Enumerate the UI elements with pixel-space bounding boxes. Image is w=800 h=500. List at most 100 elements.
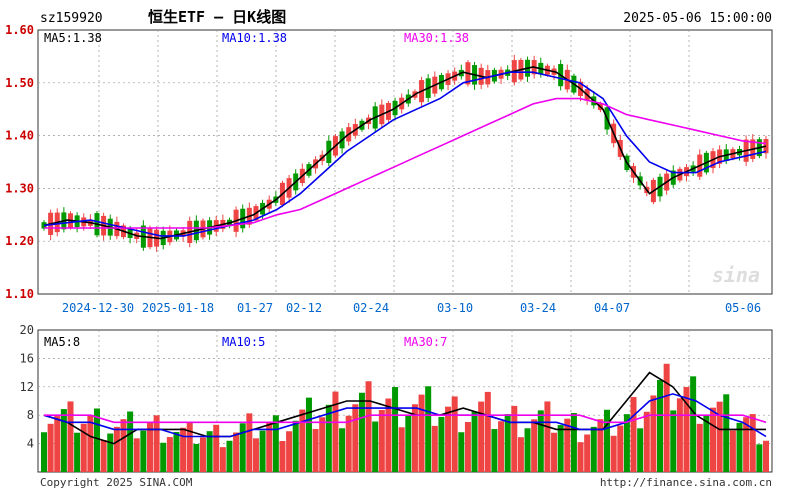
chart-datetime: 2025-05-06 15:00:00 xyxy=(623,11,772,26)
volume-bar xyxy=(332,391,339,472)
volume-bar xyxy=(365,381,372,472)
volume-y-tick: 20 xyxy=(20,323,34,337)
volume-bar xyxy=(252,438,259,472)
volume-bar xyxy=(352,404,359,472)
volume-bar xyxy=(491,429,498,472)
price-legend-ma30: MA30:1.38 xyxy=(404,31,469,45)
volume-bar xyxy=(47,423,54,472)
volume-bar xyxy=(557,425,564,472)
volume-bar xyxy=(663,363,670,472)
volume-bar xyxy=(239,423,246,472)
volume-bar xyxy=(445,406,452,472)
volume-bar xyxy=(729,430,736,472)
volume-bar xyxy=(749,414,756,472)
volume-bar xyxy=(378,410,385,472)
volume-bar xyxy=(279,440,286,472)
volume-ma10-line xyxy=(43,393,767,438)
volume-bar xyxy=(438,416,445,472)
volume-bar xyxy=(140,430,147,472)
volume-bar xyxy=(87,414,94,472)
volume-bar xyxy=(226,440,233,472)
volume-bar xyxy=(153,415,160,472)
volume-bar xyxy=(74,432,81,472)
date-tick: 05-06 xyxy=(725,301,761,315)
volume-bar xyxy=(637,428,644,472)
volume-bar xyxy=(133,438,140,472)
volume-legend-ma10: MA10:5 xyxy=(222,335,265,349)
volume-bar xyxy=(54,416,61,472)
volume-bar xyxy=(590,426,597,472)
volume-bar xyxy=(710,407,717,472)
price-ma5-line xyxy=(43,66,767,240)
volume-bar xyxy=(272,415,279,472)
volume-bar xyxy=(339,428,346,472)
volume-bar xyxy=(312,429,319,472)
volume-bar xyxy=(703,415,710,472)
date-tick: 2024-12-30 xyxy=(62,301,134,315)
volume-bar xyxy=(458,432,465,472)
volume-bar xyxy=(299,409,306,472)
volume-bar xyxy=(100,439,107,472)
volume-legend-ma30: MA30:7 xyxy=(404,335,447,349)
volume-bar xyxy=(743,417,750,472)
volume-bar xyxy=(358,392,365,472)
volume-bar xyxy=(67,401,74,472)
volume-bar xyxy=(584,434,591,472)
volume-ma5-line xyxy=(43,371,766,445)
volume-bar xyxy=(120,419,127,472)
volume-bar xyxy=(180,427,187,472)
copyright-text: Copyright 2025 SINA.COM xyxy=(40,476,193,489)
price-grid xyxy=(38,30,772,294)
volume-bar xyxy=(113,426,120,472)
volume-bar xyxy=(464,422,471,472)
volume-bar xyxy=(107,433,114,472)
volume-bar xyxy=(670,410,677,472)
date-tick: 01-27 xyxy=(237,301,273,315)
volume-bar xyxy=(531,419,538,472)
volume-bar xyxy=(305,397,312,472)
price-legend-ma10: MA10:1.38 xyxy=(222,31,287,45)
volume-bar xyxy=(166,437,173,472)
volume-bar xyxy=(544,401,551,472)
sina-watermark: sina xyxy=(712,263,760,287)
source-url: http://finance.sina.com.cn xyxy=(600,476,772,489)
volume-bar xyxy=(690,376,697,472)
price-panel-frame xyxy=(37,29,773,295)
volume-bar xyxy=(716,401,723,472)
volume-bar xyxy=(570,413,577,472)
volume-bar xyxy=(173,432,180,472)
volume-bar xyxy=(604,409,611,472)
volume-bar xyxy=(41,432,47,472)
volume-bar xyxy=(610,435,617,472)
volume-bar xyxy=(80,423,87,472)
date-tick: 03-24 xyxy=(520,301,556,315)
price-y-tick: 1.40 xyxy=(5,129,34,143)
price-legend-ma5: MA5:1.38 xyxy=(44,31,102,45)
volume-bar xyxy=(623,414,630,472)
volume-bar xyxy=(411,404,418,472)
volume-bar xyxy=(233,432,240,472)
volume-bar xyxy=(146,423,153,472)
volume-bar xyxy=(292,420,299,472)
date-tick: 03-10 xyxy=(437,301,473,315)
volume-bar xyxy=(564,418,571,472)
volume-bar xyxy=(398,427,405,472)
price-y-tick: 1.60 xyxy=(5,23,34,37)
volume-ma30-line xyxy=(44,414,767,424)
volume-bar xyxy=(524,428,531,472)
volume-bar xyxy=(286,431,293,472)
volume-bar xyxy=(93,408,100,472)
volume-bar xyxy=(259,430,266,472)
volume-bar xyxy=(517,437,524,472)
volume-bar xyxy=(385,398,392,472)
price-legend: MA5:1.38 MA10:1.38 MA30:1.38 xyxy=(44,31,469,45)
volume-y-axis: 20 16 12 8 4 xyxy=(20,323,34,451)
volume-bar xyxy=(60,409,67,472)
price-y-tick: 1.20 xyxy=(5,234,34,248)
candles xyxy=(41,54,769,252)
volume-bar xyxy=(676,398,683,472)
volume-bar xyxy=(551,432,558,472)
volume-bar xyxy=(537,410,544,472)
price-ma-lines xyxy=(43,66,767,240)
volume-bar xyxy=(451,396,458,472)
